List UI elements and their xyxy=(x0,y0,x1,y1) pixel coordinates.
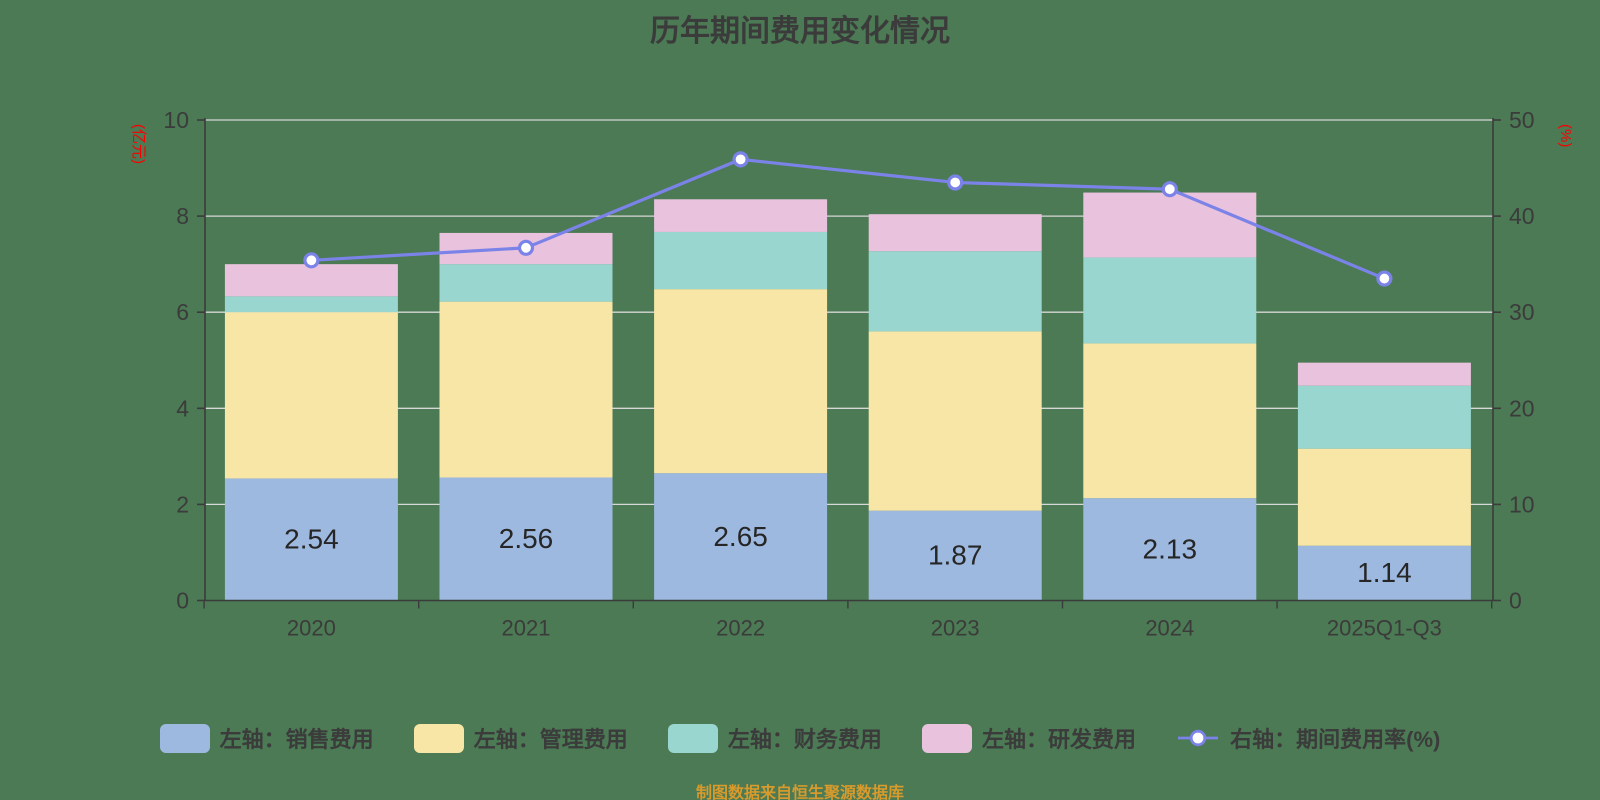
svg-text:50: 50 xyxy=(1509,107,1535,133)
svg-text:0: 0 xyxy=(1509,588,1522,614)
svg-text:2022: 2022 xyxy=(716,616,765,641)
svg-text:30: 30 xyxy=(1509,299,1535,325)
svg-text:2.54: 2.54 xyxy=(284,523,339,554)
svg-text:20: 20 xyxy=(1509,395,1535,421)
svg-text:2024: 2024 xyxy=(1145,616,1194,641)
svg-text:2.56: 2.56 xyxy=(499,523,554,554)
svg-text:0: 0 xyxy=(176,588,189,614)
svg-text:2021: 2021 xyxy=(502,616,551,641)
svg-text:2: 2 xyxy=(176,491,189,517)
svg-text:10: 10 xyxy=(1509,491,1535,517)
svg-text:4: 4 xyxy=(176,395,189,421)
svg-text:2025Q1-Q3: 2025Q1-Q3 xyxy=(1327,616,1442,641)
svg-text:2.13: 2.13 xyxy=(1143,533,1198,564)
svg-text:2023: 2023 xyxy=(931,616,980,641)
svg-text:40: 40 xyxy=(1509,203,1535,229)
svg-text:1.14: 1.14 xyxy=(1357,557,1412,588)
svg-text:1.87: 1.87 xyxy=(928,540,983,571)
svg-text:10: 10 xyxy=(163,107,189,133)
svg-text:2020: 2020 xyxy=(287,616,336,641)
svg-text:6: 6 xyxy=(176,299,189,325)
svg-text:8: 8 xyxy=(176,203,189,229)
svg-text:2.65: 2.65 xyxy=(713,521,768,552)
